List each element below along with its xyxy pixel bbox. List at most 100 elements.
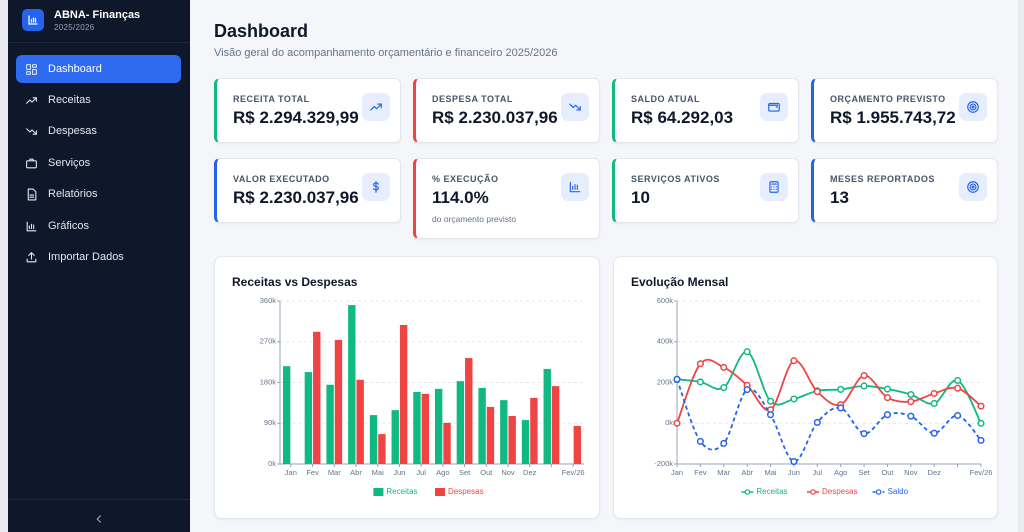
legend-label: Receitas — [756, 487, 787, 496]
x-tick-label: Dez — [928, 468, 942, 477]
card-label: ORÇAMENTO PREVISTO — [830, 94, 946, 104]
chart-card: Receitas vs Despesas 0k 90k 180k 270k 360k Jan… — [214, 256, 600, 519]
nav-item[interactable]: Serviços — [16, 149, 181, 177]
stat-card: % EXECUÇÃO 114.0% do orçamento previsto — [413, 158, 600, 239]
card-note: do orçamento previsto — [432, 214, 517, 224]
nav-item[interactable]: Gráficos — [16, 212, 181, 240]
bar — [421, 393, 430, 464]
point — [790, 357, 798, 365]
x-tick-label: Out — [480, 468, 493, 477]
page-title: Dashboard — [214, 21, 309, 41]
y-tick-label: 90k — [264, 418, 276, 427]
point — [860, 372, 868, 380]
bar — [391, 410, 399, 464]
x-tick-label: Ago — [834, 468, 847, 477]
y-tick-label: 600k — [657, 296, 674, 305]
nav-item[interactable]: Dashboard — [16, 55, 181, 83]
point — [790, 395, 798, 403]
point — [930, 399, 938, 408]
point — [907, 390, 915, 399]
x-tick-label: Out — [881, 468, 894, 477]
bar — [348, 305, 356, 464]
bar — [369, 415, 378, 464]
x-tick-label: Nov — [904, 468, 918, 477]
nav-label: Importar Dados — [48, 251, 124, 263]
nav-item[interactable]: Importar Dados — [16, 243, 181, 271]
x-tick-label: Fev — [306, 468, 319, 477]
separator — [8, 42, 190, 43]
point — [954, 411, 962, 420]
x-tick-label: Jun — [788, 468, 800, 477]
icon — [372, 181, 379, 193]
stat-card: MESES REPORTADOS 13 — [811, 158, 998, 223]
point — [883, 385, 892, 393]
x-tick-label: Jan — [671, 468, 683, 477]
stat-card: DESPESA TOTAL R$ 2.230.037,96 — [413, 78, 600, 143]
stat-card: ORÇAMENTO PREVISTO R$ 1.955.743,72 — [811, 78, 998, 143]
brand-subtitle: 2025/2026 — [54, 23, 95, 32]
bar — [500, 400, 508, 464]
card-label: SERVIÇOS ATIVOS — [631, 174, 720, 184]
legend-swatch — [875, 489, 882, 495]
point — [860, 382, 868, 390]
chart: Receitas vs Despesas 0k 90k 180k 270k 360k Jan… — [232, 275, 585, 496]
point — [743, 386, 751, 394]
bar — [304, 372, 313, 464]
point — [696, 437, 704, 445]
collapse-button[interactable] — [92, 512, 106, 526]
bar — [434, 388, 443, 464]
nav-label: Serviços — [48, 157, 91, 169]
nav-item[interactable]: Receitas — [16, 86, 181, 114]
card-value: R$ 2.294.329,99 — [233, 108, 359, 127]
card-icon — [561, 173, 589, 201]
x-tick-label: Jul — [813, 468, 823, 477]
point — [930, 389, 938, 398]
bar — [413, 392, 421, 464]
card-label: % EXECUÇÃO — [432, 174, 499, 184]
card-value: R$ 1.955.743,72 — [830, 108, 956, 127]
stat-card: RECEITA TOTAL R$ 2.294.329,99 — [214, 78, 401, 143]
legend-swatch — [373, 488, 384, 496]
bar — [334, 339, 343, 464]
chart-title: Evolução Mensal — [631, 275, 728, 289]
point — [954, 376, 962, 385]
icon — [768, 102, 780, 112]
card-icon — [561, 93, 589, 121]
card-label: SALDO ATUAL — [631, 94, 700, 104]
bar — [573, 425, 582, 464]
main: Dashboard Visão geral do acompanhamento … — [190, 0, 1018, 532]
nav-label: Dashboard — [48, 63, 102, 75]
point — [720, 363, 728, 371]
point — [696, 360, 704, 368]
brand-title: ABNA- Finanças — [54, 9, 141, 21]
card-label: DESPESA TOTAL — [432, 94, 513, 104]
y-tick-label: 0k — [665, 418, 673, 427]
bar — [551, 386, 560, 464]
point — [907, 412, 915, 420]
point — [837, 385, 845, 393]
nav-item[interactable]: Relatórios — [16, 180, 181, 208]
point — [813, 388, 821, 396]
nav-item[interactable]: Despesas — [16, 117, 181, 145]
nav-label: Despesas — [48, 125, 97, 137]
x-tick-label: Mai — [764, 468, 776, 477]
x-tick-label: Ago — [436, 468, 449, 477]
bar — [326, 384, 334, 464]
legend-label: Despesas — [448, 487, 484, 496]
bar — [399, 324, 408, 464]
point — [883, 411, 892, 419]
card-label: VALOR EXECUTADO — [233, 174, 330, 184]
legend-swatch — [744, 489, 751, 495]
x-tick-label: Jan — [285, 468, 297, 477]
point — [954, 384, 962, 392]
bar — [478, 387, 486, 464]
y-tick-label: 360k — [260, 296, 277, 305]
x-tick-label: Mai — [372, 468, 384, 477]
icon — [569, 103, 581, 111]
card-value: 114.0% — [432, 188, 489, 207]
card-icon — [760, 93, 788, 121]
point — [766, 411, 775, 419]
x-tick-label: Fev — [694, 468, 707, 477]
icon — [967, 101, 979, 113]
point — [860, 430, 868, 438]
